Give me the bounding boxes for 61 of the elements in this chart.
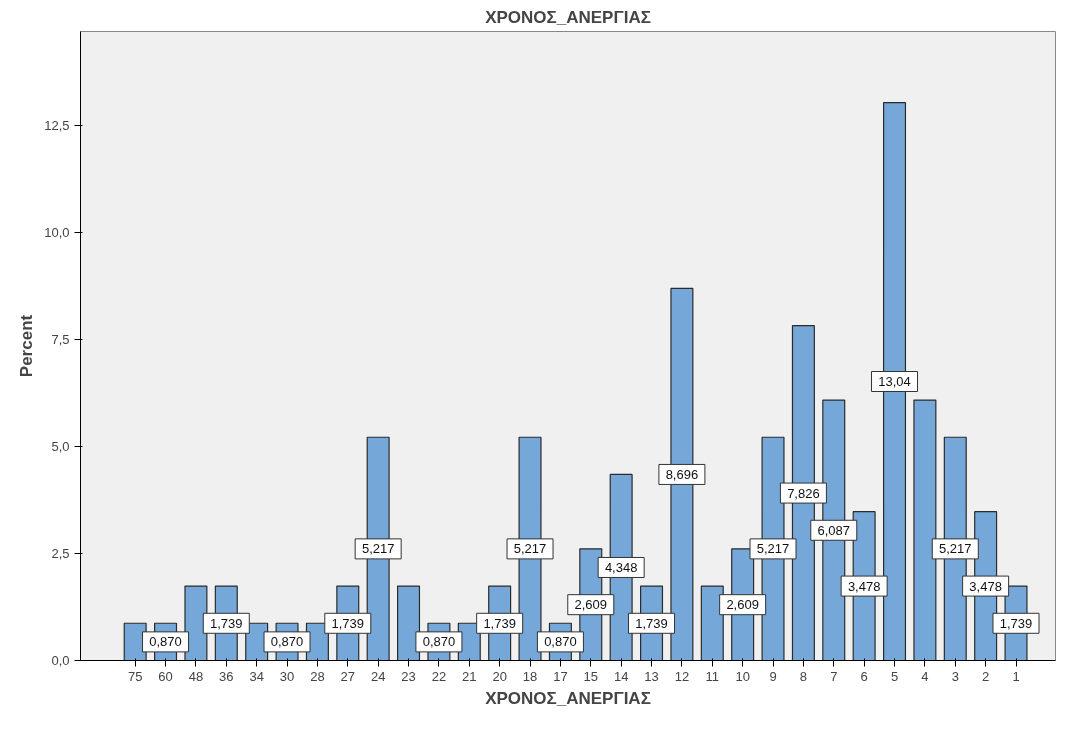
y-tick-label: 0,0	[51, 653, 70, 668]
data-label: 3,478	[847, 578, 881, 594]
data-label: 2,609	[574, 597, 608, 613]
x-tick-label: 2	[982, 668, 990, 684]
data-label: 0,870	[422, 634, 456, 650]
x-tick-label: 7	[830, 668, 838, 684]
y-axis-title: Percent	[17, 314, 37, 378]
x-tick-label: 60	[158, 668, 173, 684]
x-tick-label: 12	[674, 668, 690, 684]
x-tick-label: 4	[921, 668, 929, 684]
x-axis-title: ΧΡΟΝΟΣ_ΑΝΕΡΓΙΑΣ	[485, 688, 651, 708]
data-label: 6,087	[817, 522, 851, 538]
x-tick-label: 5	[890, 668, 899, 684]
x-tick-label: 18	[522, 668, 538, 684]
x-tick-label: 1	[1012, 668, 1020, 684]
data-label: 5,217	[756, 541, 790, 557]
x-tick-label: 21	[462, 668, 477, 684]
x-tick-label: 27	[340, 668, 356, 684]
data-label: 8,696	[665, 466, 699, 482]
y-tick-label: 10,0	[44, 225, 70, 241]
data-label: 5,217	[513, 541, 547, 557]
x-tick-label: 36	[219, 668, 234, 684]
data-label: 1,739	[210, 615, 243, 631]
x-tick-label: 13	[644, 668, 659, 684]
data-label: 0,870	[544, 634, 577, 650]
chart-title: ΧΡΟΝΟΣ_ΑΝΕΡΓΙΑΣ	[485, 7, 651, 27]
y-tick-label: 5,0	[51, 439, 70, 455]
x-tick-label: 22	[431, 668, 447, 684]
data-label: 2,609	[726, 597, 759, 613]
x-tick-label: 30	[279, 668, 295, 684]
data-label: 1,739	[635, 615, 668, 631]
x-tick-label: 23	[401, 668, 416, 684]
x-tick-label: 24	[370, 668, 386, 684]
y-tick-label: 2,5	[51, 546, 70, 562]
x-tick-label: 3	[951, 668, 959, 684]
data-label: 0,870	[149, 634, 182, 650]
x-tick-label: 28	[310, 668, 325, 684]
x-tick-label: 14	[613, 668, 629, 684]
data-label: 5,217	[939, 541, 972, 557]
x-tick-label: 15	[583, 668, 599, 684]
data-label: 7,826	[787, 485, 820, 501]
x-tick-label: 8	[799, 668, 808, 684]
y-tick-label: 7,5	[51, 332, 70, 348]
x-tick-label: 17	[553, 668, 568, 684]
data-label: 1,739	[331, 615, 365, 631]
y-tick-label: 12,5	[44, 118, 70, 134]
x-tick-label: 11	[705, 668, 720, 684]
data-label: 0,870	[270, 634, 304, 650]
data-label: 4,348	[604, 559, 638, 575]
x-tick-label: 9	[769, 668, 777, 684]
x-tick-label: 34	[249, 668, 264, 684]
x-tick-label: 48	[188, 668, 204, 684]
x-tick-label: 10	[735, 668, 750, 684]
data-label: 1,739	[483, 615, 516, 631]
data-label: 13,04	[878, 374, 911, 390]
data-label: 5,217	[361, 541, 395, 557]
data-label: 1,739	[999, 615, 1033, 631]
x-tick-label: 6	[860, 668, 868, 684]
data-label: 3,478	[969, 578, 1002, 594]
x-tick-label: 75	[127, 668, 143, 684]
x-tick-label: 20	[492, 668, 507, 684]
